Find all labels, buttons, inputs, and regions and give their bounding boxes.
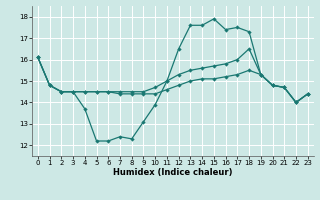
X-axis label: Humidex (Indice chaleur): Humidex (Indice chaleur) — [113, 168, 233, 177]
